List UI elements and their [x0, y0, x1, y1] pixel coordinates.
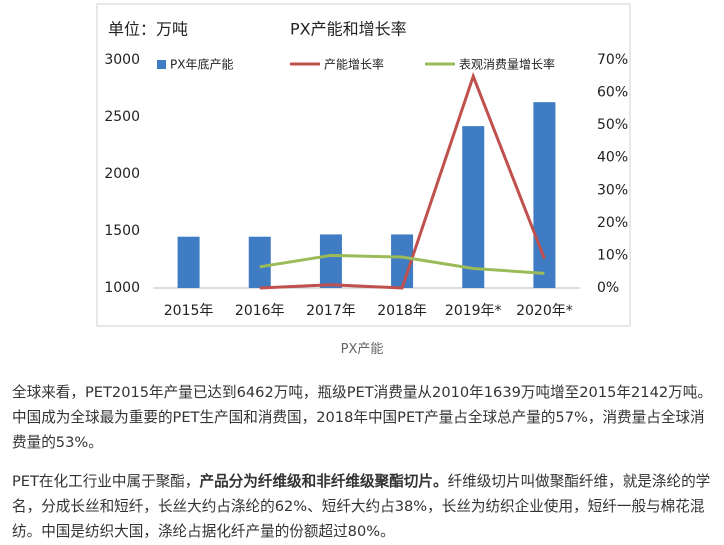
- bold-text: 产品分为纤维级和非纤维级聚酯切片。: [199, 473, 448, 490]
- y2-tick-label: 0%: [597, 280, 619, 296]
- line: [259, 253, 545, 275]
- y2-tick-label: 20%: [597, 215, 628, 231]
- bar: [177, 236, 200, 288]
- x-tick-label: 2016年: [235, 303, 285, 319]
- paragraph: 全球来看，PET2015年产量已达到6462万吨，瓶级PET消费量从2010年1…: [12, 380, 712, 455]
- y-tick-label: 3000: [104, 52, 140, 68]
- text-run: 全球来看，PET2015年产量已达到6462万吨，瓶级PET消费量从2010年1…: [12, 384, 712, 451]
- legend-swatch: [157, 60, 166, 69]
- bar: [533, 102, 556, 289]
- text-run: PET在化工行业中属于聚酯，: [12, 473, 200, 490]
- y2-tick-label: 40%: [597, 150, 628, 166]
- bar: [248, 236, 271, 288]
- x-tick-label: 2017年: [306, 303, 356, 319]
- y2-tick-label: 70%: [597, 52, 628, 68]
- text-run: 纤维级切片叫做聚酯纤维，就是涤纶的学名，分成长丝和短纤，长丝大约占涤纶的62%、…: [12, 473, 711, 540]
- bar: [319, 234, 342, 288]
- line: [259, 71, 546, 290]
- bar: [462, 126, 485, 289]
- y-tick-label: 2000: [104, 166, 140, 182]
- legend-label: PX年底产能: [170, 57, 233, 72]
- x-tick-label: 2015年: [164, 303, 214, 319]
- x-tick-label: 2019年*: [445, 303, 502, 319]
- y-tick-label: 2500: [104, 109, 140, 125]
- y-tick-label: 1500: [104, 223, 140, 239]
- y-tick-label: 1000: [104, 280, 140, 296]
- legend-label: 产能增长率: [324, 57, 384, 72]
- y2-tick-label: 30%: [597, 182, 628, 198]
- chart: 单位：万吨 PX产能和增长率 1000 1500 2000 2500 3000 0% 10%…: [96, 3, 631, 327]
- x-tick-label: 2020年*: [516, 303, 573, 319]
- paragraph: PET在化工行业中属于聚酯，产品分为纤维级和非纤维级聚酯切片。纤维级切片叫做聚酯…: [12, 469, 712, 544]
- y2-tick-label: 50%: [597, 117, 628, 133]
- legend-label: 表观消费量增长率: [459, 57, 555, 72]
- caption: PX产能: [340, 342, 384, 357]
- y2-tick-label: 10%: [597, 247, 628, 263]
- x-tick-label: 2018年: [377, 303, 427, 319]
- y2-tick-label: 60%: [597, 85, 628, 101]
- chart-title: PX产能和增长率: [290, 20, 407, 39]
- unit-label: 单位：万吨: [108, 20, 188, 39]
